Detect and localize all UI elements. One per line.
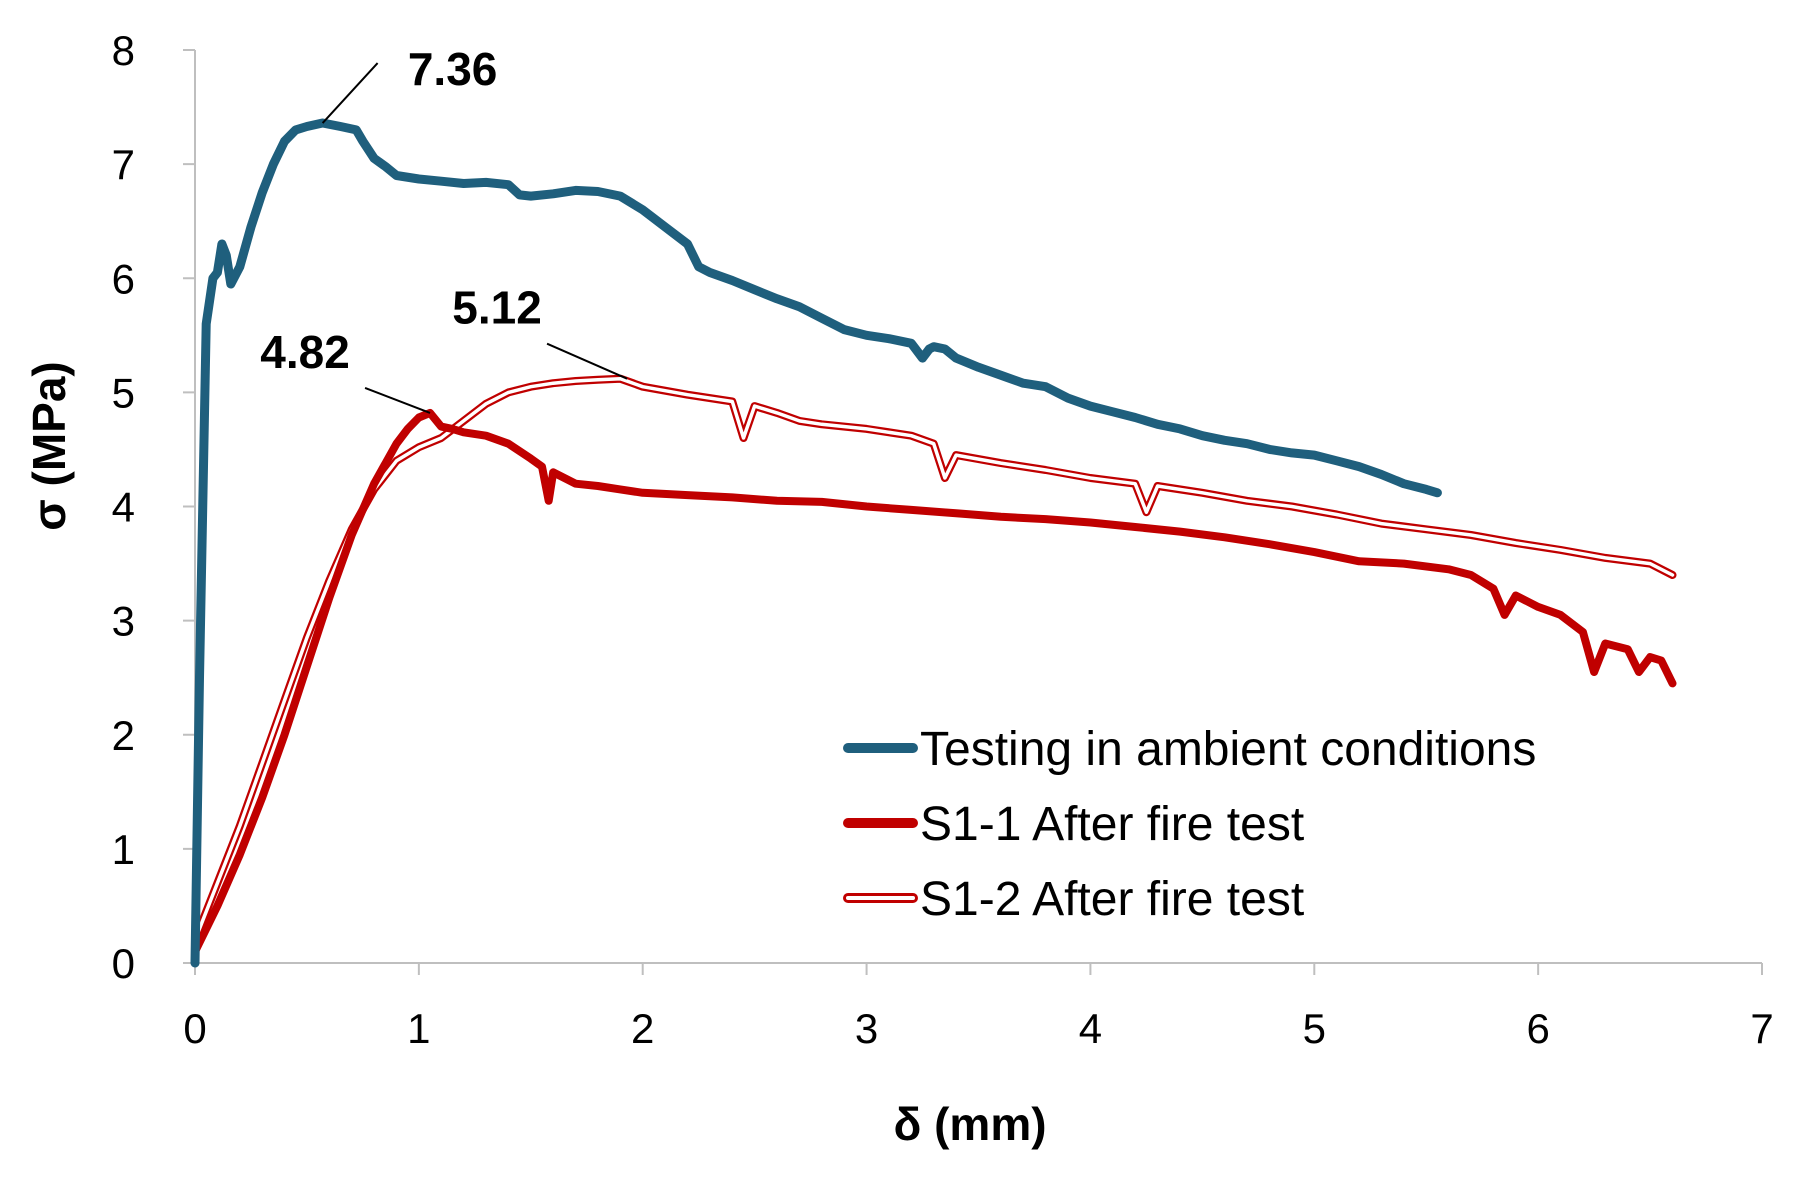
- y-tick-label: 8: [112, 27, 135, 74]
- legend-label: Testing in ambient conditions: [920, 723, 1536, 776]
- series-0-path: [190, 118, 1442, 968]
- annotation-leader-line: [546, 342, 628, 380]
- y-tick-label: 6: [112, 255, 135, 302]
- y-ticks: 0 1 2 3 4 5 6 7 8: [112, 27, 195, 987]
- chart-legend: Testing in ambient conditions S1-1 After …: [843, 723, 1536, 926]
- y-tick-label: 7: [112, 141, 135, 188]
- legend-item: Testing in ambient conditions: [843, 723, 1536, 776]
- x-tick-label: 5: [1303, 1005, 1326, 1052]
- legend-item: S1-2 After fire test: [843, 873, 1304, 926]
- series-1-path: [191, 408, 1677, 956]
- axes: 0 1 2 3 4 5 6 7 8 0 1 2 3 4 5 6 7: [112, 27, 1774, 1052]
- legend-item: S1-1 After fire test: [843, 798, 1304, 851]
- series-2-inner-stroke: [193, 376, 1675, 942]
- x-tick-label: 6: [1526, 1005, 1549, 1052]
- annotation-label: 4.82: [260, 326, 350, 378]
- y-axis-title: σ (MPa): [23, 361, 75, 530]
- y-tick-label: 2: [112, 712, 135, 759]
- x-tick-label: 4: [1079, 1005, 1102, 1052]
- x-tick-label: 1: [407, 1005, 430, 1052]
- x-tick-label: 7: [1750, 1005, 1773, 1052]
- annotation-layer: 7.36 4.82 5.12: [260, 43, 628, 414]
- legend-label: S1-2 After fire test: [920, 873, 1304, 926]
- x-tick-label: 3: [855, 1005, 878, 1052]
- x-axis-title: δ (mm): [893, 1098, 1046, 1150]
- x-tick-label: 2: [631, 1005, 654, 1052]
- series-0-line: [190, 118, 1442, 968]
- annotation-label: 7.36: [408, 43, 498, 95]
- series-layer: [190, 118, 1677, 968]
- series-1-line: [191, 408, 1677, 956]
- x-ticks: 0 1 2 3 4 5 6 7: [183, 963, 1774, 1052]
- y-tick-label: 1: [112, 826, 135, 873]
- y-tick-label: 4: [112, 484, 135, 531]
- y-tick-label: 3: [112, 598, 135, 645]
- legend-label: S1-1 After fire test: [920, 798, 1304, 851]
- series-2-line: [191, 374, 1677, 945]
- annotation-leader-line: [364, 386, 431, 414]
- y-tick-label: 5: [112, 369, 135, 416]
- annotation-label: 5.12: [452, 282, 542, 334]
- annotation-leader-line: [321, 62, 379, 124]
- x-tick-label: 0: [183, 1005, 206, 1052]
- y-tick-label: 0: [112, 940, 135, 987]
